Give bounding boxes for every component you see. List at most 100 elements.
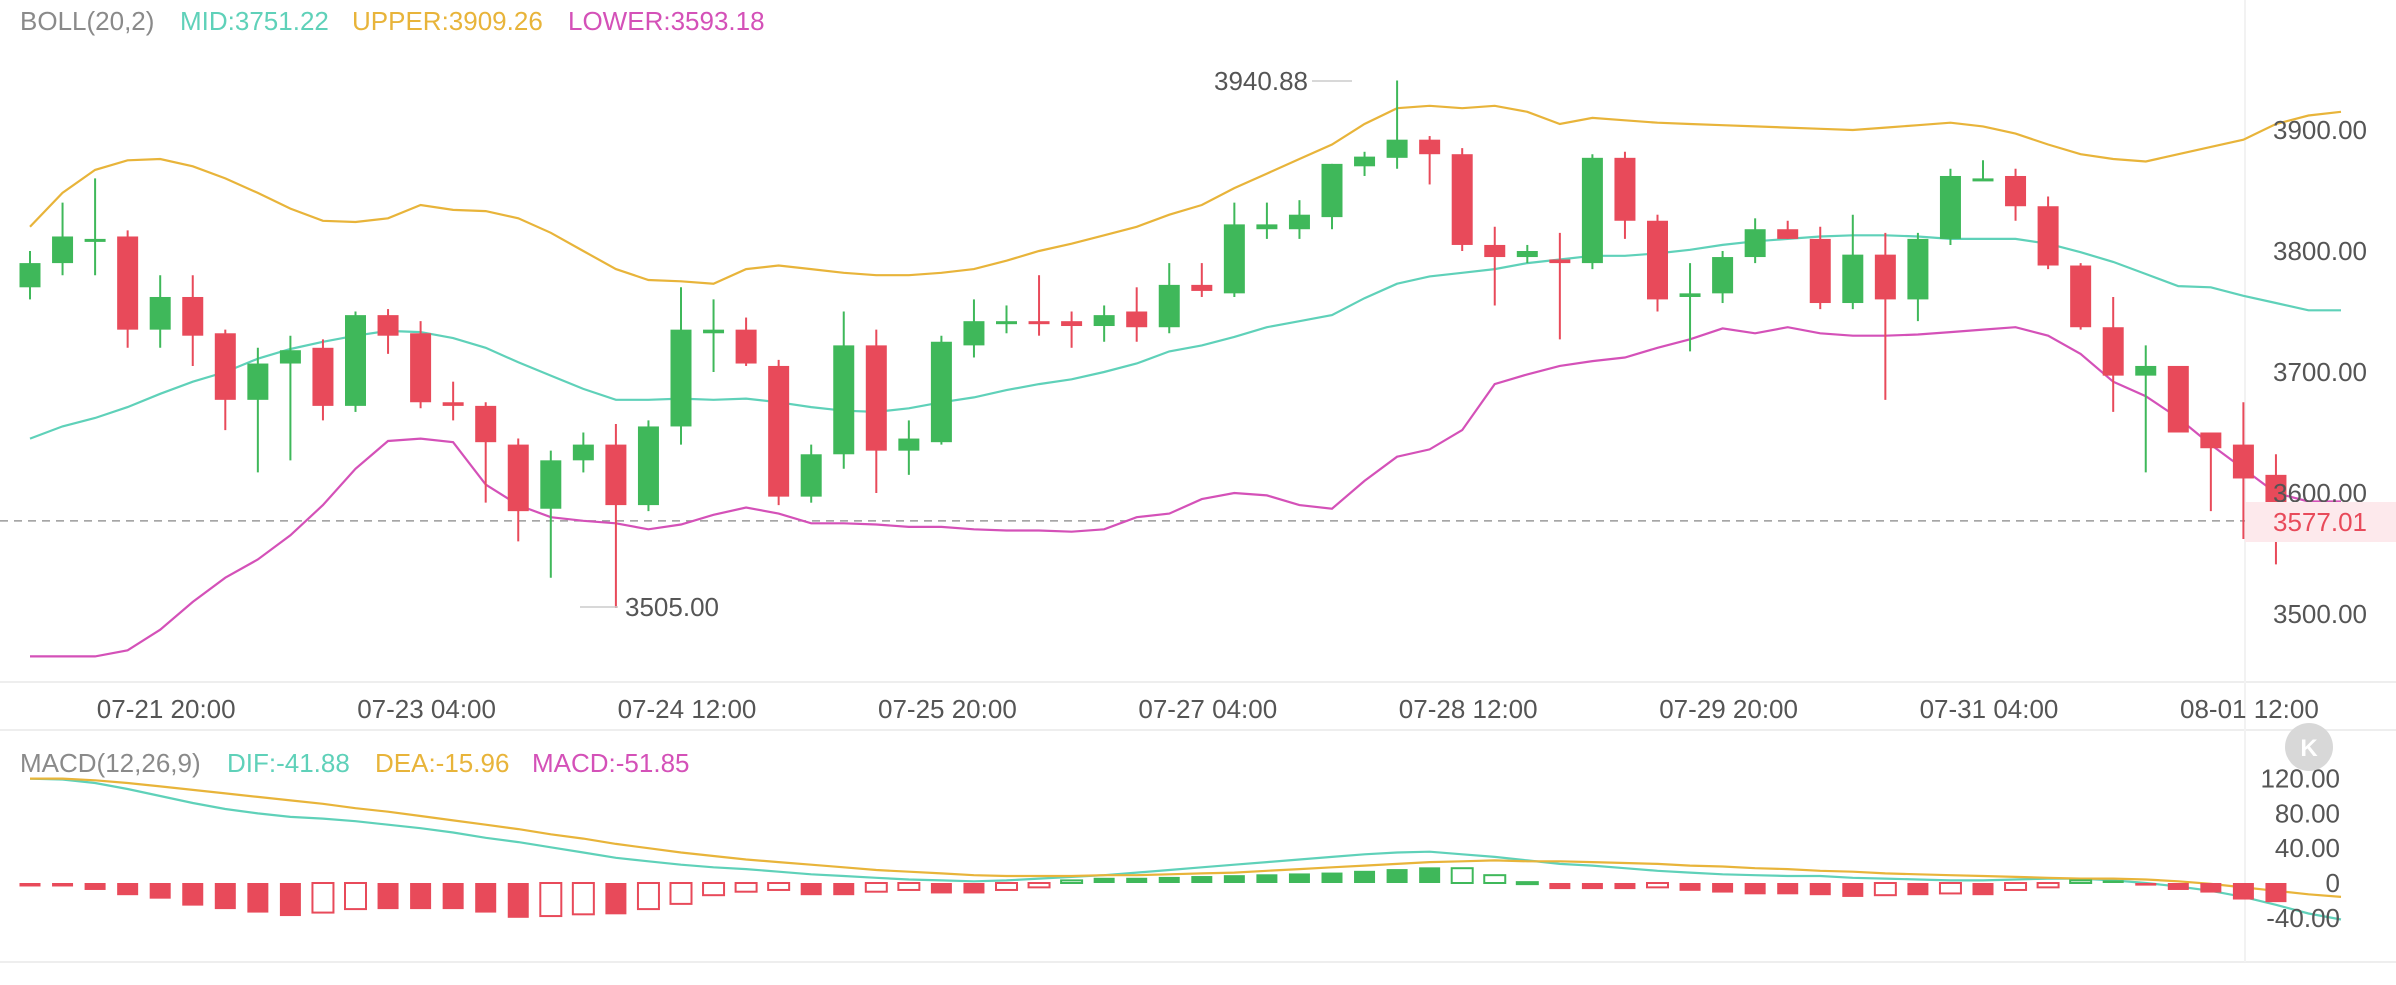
macd-hist-bar <box>507 883 529 918</box>
macd-legend-dif: DIF:-41.88 <box>227 748 350 778</box>
macd-hist-bar <box>734 882 758 893</box>
time-axis-tick: 07-24 12:00 <box>618 694 757 724</box>
candle-body <box>2135 365 2157 376</box>
candle-body <box>1842 254 1864 304</box>
macd-hist-bar <box>1777 883 1799 895</box>
candle-body <box>1516 251 1538 258</box>
reset-view-button[interactable] <box>2285 723 2333 771</box>
macd-axis-tick: 80.00 <box>2275 798 2340 828</box>
price-axis-tick: 3800.00 <box>2273 236 2367 266</box>
macd-hist-bar <box>1450 867 1474 885</box>
candle <box>996 305 1017 334</box>
candle <box>768 359 790 506</box>
grid-lines <box>0 0 2396 963</box>
candle <box>442 381 464 421</box>
candle-body <box>214 333 236 400</box>
candle-body <box>1386 139 1408 158</box>
candle-body <box>507 444 529 512</box>
candle <box>2232 402 2254 539</box>
candle-body <box>84 238 106 242</box>
macd-hist-bar <box>1060 879 1084 885</box>
macd-panel <box>19 777 2342 921</box>
macd-hist-bar <box>1972 883 1994 896</box>
candle <box>800 444 822 503</box>
candle <box>1809 226 1831 310</box>
high-price-label: 3940.88 <box>1214 66 1308 96</box>
candle-body <box>670 329 692 427</box>
candle-body <box>800 454 822 497</box>
candle <box>1874 232 1896 400</box>
macd-hist-bar <box>833 883 855 896</box>
price-axis-tick: 3700.00 <box>2273 357 2367 387</box>
candle <box>247 347 269 473</box>
macd-hist-bar <box>1321 872 1343 883</box>
low-price-label: 3505.00 <box>625 592 719 622</box>
candle <box>703 299 725 372</box>
reset-view-icon[interactable]: K <box>2300 735 2318 762</box>
macd-hist-bar <box>1223 875 1245 883</box>
candle-body <box>2037 206 2059 266</box>
candle-body <box>410 333 432 403</box>
macd-hist-bar <box>1873 882 1897 897</box>
candle <box>605 424 627 608</box>
macd-dif-line <box>29 777 2342 921</box>
candle <box>149 275 171 348</box>
candle-body <box>1972 178 1994 182</box>
candle-body <box>2102 327 2124 376</box>
candlesticks <box>19 80 2287 608</box>
macd-hist-bar <box>1549 883 1571 890</box>
candle <box>1549 232 1571 340</box>
macd-hist-bar <box>963 883 985 894</box>
candle-body <box>377 315 399 336</box>
time-axis-tick: 07-27 04:00 <box>1138 694 1277 724</box>
candle <box>2037 196 2059 270</box>
candle <box>865 329 887 493</box>
candle-body <box>1809 238 1831 304</box>
time-axis-tick: 07-29 20:00 <box>1659 694 1798 724</box>
boll-legend-name: BOLL(20,2) <box>20 6 154 36</box>
candle <box>1093 305 1115 342</box>
macd-hist-bar <box>1093 877 1115 883</box>
macd-hist-bar <box>214 883 236 910</box>
time-axis-tick: 07-21 20:00 <box>97 694 236 724</box>
candle-body <box>735 329 757 364</box>
macd-hist-bar <box>702 882 726 897</box>
candle <box>1647 214 1668 312</box>
candle-body <box>1093 315 1115 327</box>
candle <box>410 321 432 409</box>
macd-hist-bar <box>800 883 822 896</box>
candle <box>1939 168 1961 245</box>
macd-hist-bar <box>377 883 399 910</box>
candle <box>572 432 594 473</box>
macd-hist-bar <box>571 882 595 916</box>
candle-body <box>312 347 334 406</box>
candle <box>117 230 139 348</box>
macd-hist-bar <box>2232 883 2254 900</box>
current-price-badge <box>2245 502 2396 542</box>
candle-body <box>442 402 464 406</box>
candle-body <box>279 350 301 364</box>
candle-body <box>1874 254 1896 300</box>
candle-body <box>345 315 366 406</box>
candle <box>1972 160 1994 182</box>
candle <box>475 402 497 503</box>
macd-hist-bar <box>182 883 204 906</box>
candle <box>637 420 659 512</box>
candle-body <box>540 460 562 509</box>
macd-legend-macd: MACD:-51.85 <box>532 748 690 778</box>
macd-hist-bar <box>1027 882 1051 889</box>
macd-hist-bar <box>1126 877 1148 883</box>
macd-hist-bar <box>1158 876 1180 883</box>
candle <box>2200 432 2222 512</box>
macd-axis-tick: 0 <box>2326 868 2340 898</box>
candle <box>1158 263 1180 334</box>
candle-body <box>1191 284 1213 291</box>
candle-body <box>1712 257 1734 294</box>
macd-hist-bar <box>1809 883 1831 896</box>
macd-hist-bar <box>1581 883 1603 890</box>
candle-body <box>1419 139 1441 155</box>
candle-body <box>605 444 627 506</box>
macd-hist-bar <box>475 883 497 913</box>
candle <box>507 438 529 542</box>
